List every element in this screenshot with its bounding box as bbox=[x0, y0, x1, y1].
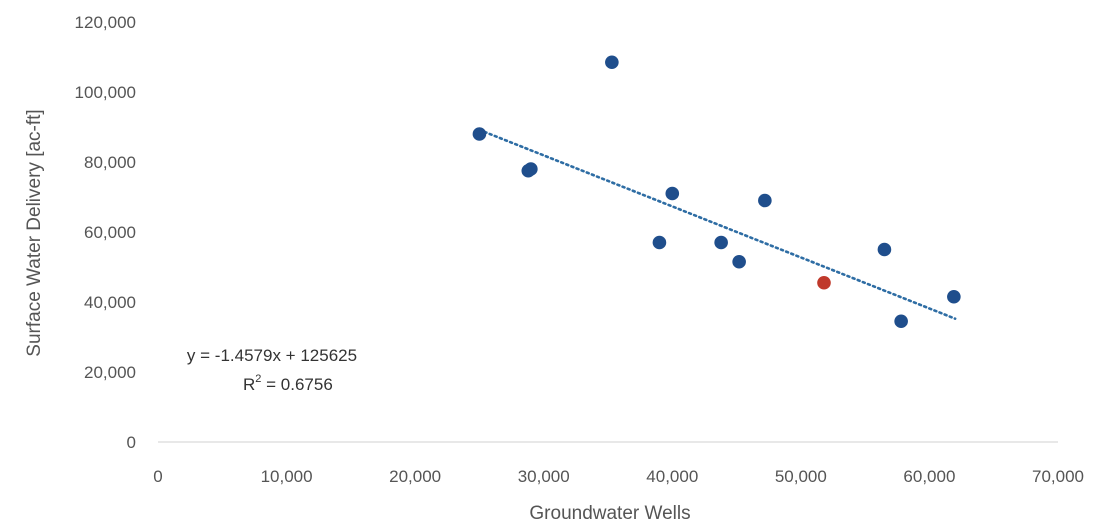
x-tick-label: 60,000 bbox=[903, 467, 955, 486]
x-axis-title: Groundwater Wells bbox=[529, 503, 690, 524]
y-tick-label: 120,000 bbox=[75, 13, 136, 32]
x-tick-label: 40,000 bbox=[646, 467, 698, 486]
x-tick-label: 20,000 bbox=[389, 467, 441, 486]
y-tick-label: 20,000 bbox=[84, 363, 136, 382]
data-point bbox=[665, 186, 680, 201]
y-tick-label: 40,000 bbox=[84, 293, 136, 312]
y-tick-label: 60,000 bbox=[84, 223, 136, 242]
trendline-layer bbox=[478, 128, 957, 320]
y-tick-label: 0 bbox=[127, 433, 136, 452]
y-tick-label: 80,000 bbox=[84, 153, 136, 172]
x-tick-label: 70,000 bbox=[1032, 467, 1084, 486]
data-point bbox=[524, 162, 538, 176]
data-point bbox=[714, 235, 728, 250]
data-point bbox=[652, 235, 667, 250]
x-tick-label: 10,000 bbox=[261, 467, 313, 486]
r2-value: = 0.6756 bbox=[261, 375, 332, 394]
y-axis-title: Surface Water Delivery [ac-ft] bbox=[24, 109, 45, 356]
data-point bbox=[732, 254, 746, 269]
y-tick-labels: 0 20,000 40,000 60,000 80,000 100,000 120,000 bbox=[75, 13, 136, 452]
x-tick-label: 0 bbox=[153, 467, 162, 486]
trendline bbox=[478, 128, 957, 320]
data-point bbox=[758, 193, 772, 208]
trendline-r-squared: R2 = 0.6756 bbox=[243, 373, 333, 394]
trendline-equation: y = -1.4579x + 125625 bbox=[187, 346, 357, 365]
r2-prefix: R bbox=[243, 375, 255, 394]
data-point bbox=[877, 242, 892, 257]
data-point bbox=[472, 127, 487, 141]
r2-superscript: 2 bbox=[255, 373, 261, 385]
x-tick-labels: 0 10,000 20,000 30,000 40,000 50,000 60,000 70,… bbox=[153, 467, 1084, 486]
x-tick-label: 30,000 bbox=[518, 467, 570, 486]
data-point bbox=[605, 55, 619, 70]
data-point bbox=[947, 289, 961, 304]
y-tick-label: 100,000 bbox=[75, 83, 136, 102]
data-point bbox=[894, 314, 908, 329]
highlighted-data-point bbox=[817, 275, 831, 290]
points-layer bbox=[472, 55, 961, 329]
x-tick-label: 50,000 bbox=[775, 467, 827, 486]
